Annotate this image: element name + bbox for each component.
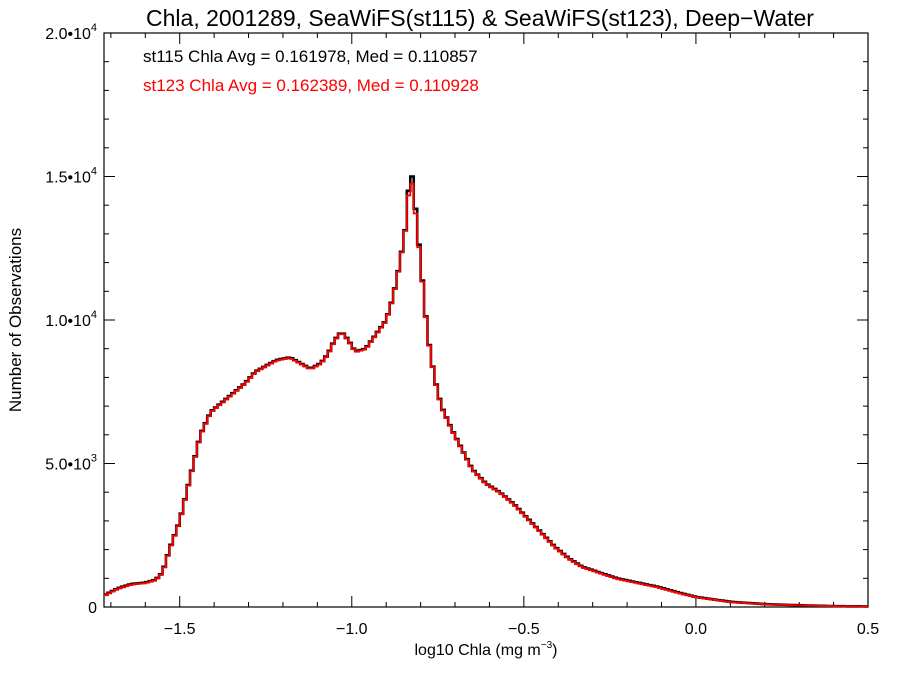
y-tick-label-mantissa: 5.0•10 (45, 457, 91, 474)
annotations: st115 Chla Avg = 0.161978, Med = 0.11085… (143, 47, 479, 95)
y-tick-label-exponent: 4 (91, 166, 97, 178)
y-tick-label: 0 (88, 600, 97, 617)
y-tick-label: 5.0•103 (45, 453, 97, 474)
chart-title: Chla, 2001289, SeaWiFS(st115) & SeaWiFS(… (146, 5, 814, 31)
x-axis-label-superscript: −3 (541, 640, 553, 651)
series-layer (104, 175, 868, 608)
series-line-st123 (104, 182, 868, 608)
y-tick-label-exponent: 3 (91, 453, 97, 465)
y-tick-label-mantissa: 1.5•10 (45, 170, 91, 187)
x-tick-label: 0.5 (857, 621, 879, 638)
y-tick-label-mantissa: 2.0•10 (45, 26, 91, 43)
x-tick-label: 0.0 (685, 621, 707, 638)
x-axis-ticks: −1.5 −1.0 −0.5 0.0 0.5 (110, 33, 879, 638)
x-tick-label: −0.5 (508, 621, 540, 638)
y-axis-label: Number of Observations (6, 228, 25, 412)
y-tick-label: 1.5•104 (45, 166, 97, 187)
x-tick-label: −1.0 (336, 621, 368, 638)
y-tick-label-mantissa: 0 (88, 600, 97, 617)
y-tick-label-exponent: 4 (91, 309, 97, 321)
annotation-stats-2: st123 Chla Avg = 0.162389, Med = 0.11092… (143, 76, 479, 95)
annotation-stats-1: st115 Chla Avg = 0.161978, Med = 0.11085… (143, 47, 478, 66)
x-tick-label: −1.5 (164, 621, 196, 638)
x-axis-label: log10 Chla (mg m−3) (414, 640, 557, 659)
y-tick-label-exponent: 4 (91, 22, 97, 34)
x-axis-label-main: log10 Chla (mg m (414, 642, 540, 659)
y-tick-label: 1.0•104 (45, 309, 97, 330)
y-tick-label: 2.0•104 (45, 22, 97, 43)
y-tick-label-mantissa: 1.0•10 (45, 313, 91, 330)
x-axis-label-close: ) (552, 642, 557, 659)
